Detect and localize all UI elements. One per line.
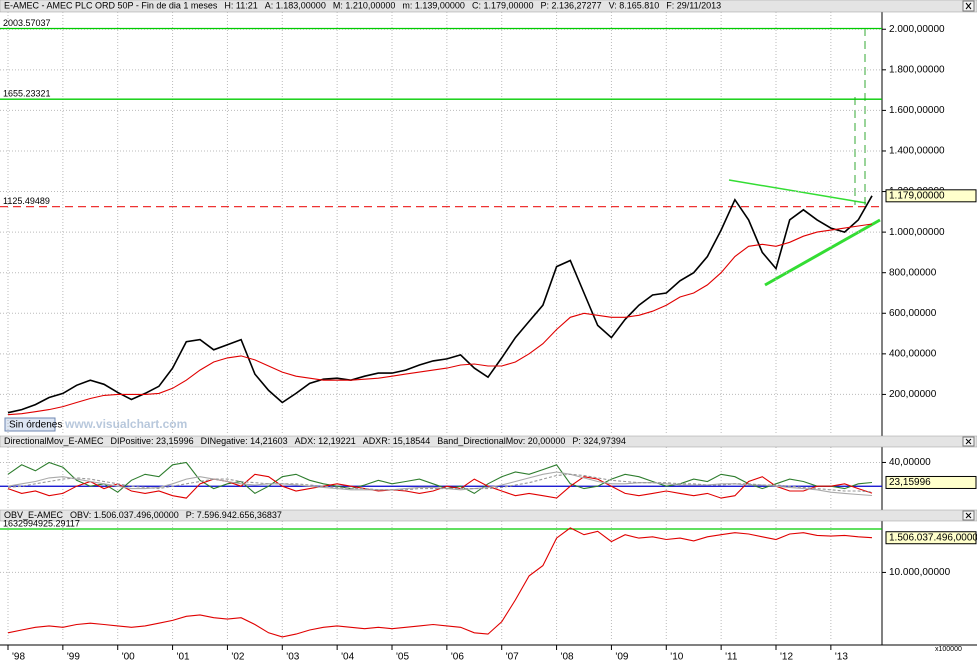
header-item: DirectionalMov_E-AMEC: [4, 436, 104, 446]
y-tick-label: 1.800,00000: [889, 64, 945, 75]
x-tick-label: '10: [670, 652, 683, 663]
header-item: OBV: 1.506.037.496,00000: [70, 510, 179, 520]
x-tick-label: '07: [506, 652, 519, 663]
header-item: M: 1.210,00000: [333, 0, 396, 10]
last-value-label: 1.179,00000: [889, 190, 945, 201]
trendline: [728, 179, 867, 204]
header-item: P: 7.596.942.656,36837: [186, 510, 282, 520]
x-tick-label: '02: [231, 652, 244, 663]
header-item: H: 11:21: [224, 0, 257, 10]
header-item: ADXR: 15,18544: [363, 436, 431, 446]
panel-header: [0, 0, 977, 13]
last-value-label: 23,15996: [889, 477, 931, 488]
panel-header: [0, 509, 977, 522]
close-icon: [965, 438, 972, 445]
header-item: m: 1.139,00000: [402, 0, 465, 10]
header-item: E-AMEC - AMEC PLC ORD 50P - Fin de dia 1…: [4, 0, 218, 10]
y-tick-label: 1.600,00000: [889, 105, 945, 116]
y-tick-label: 400,00000: [889, 348, 937, 359]
y-tick-label: 40,00000: [889, 457, 931, 468]
header-item: OBV_E-AMEC: [4, 510, 64, 520]
x-tick-label: '05: [396, 652, 409, 663]
y-tick-label: 200,00000: [889, 389, 937, 400]
y-tick-label: 800,00000: [889, 267, 937, 278]
series-line: [7, 473, 873, 493]
level-label: 1125.49489: [3, 196, 50, 206]
last-value-label: 1.506.037.496,0000: [889, 532, 977, 543]
orders-button[interactable]: [4, 417, 56, 432]
x-tick-label: '03: [286, 652, 299, 663]
series-line: [7, 195, 873, 414]
header-item: V: 8.165.810: [609, 0, 660, 10]
header-item: C: 1.179,00000: [472, 0, 534, 10]
header-item: P: 2.136,27277: [541, 0, 602, 10]
x-tick-label: '01: [177, 652, 190, 663]
header-item: DIPositive: 23,15996: [111, 436, 194, 446]
level-label: 1655.23321: [3, 89, 51, 99]
x-tick-label: '06: [451, 652, 464, 663]
y-tick-label: 600,00000: [889, 308, 937, 319]
series-line: [7, 461, 873, 495]
x-tick-label: '08: [561, 652, 574, 663]
y-tick-label: 2.000,00000: [889, 24, 945, 35]
watermark: www.visualchart.com: [64, 417, 187, 431]
x-tick-label: '99: [67, 652, 80, 663]
x-tick-label: '13: [835, 652, 848, 663]
close-icon: [965, 512, 972, 519]
x-tick-label: '98: [12, 652, 25, 663]
header-item: Band_DirectionalMov: 20,00000: [437, 436, 565, 446]
last-value-box: [885, 475, 977, 489]
y-tick-label: 1.400,00000: [889, 146, 945, 157]
orders-button-label: Sin órdenes: [9, 420, 62, 431]
header-item: F: 29/11/2013: [666, 0, 721, 10]
header-item: DINegative: 14,21603: [201, 436, 288, 446]
last-value-box: [885, 531, 977, 545]
series-line: [7, 473, 873, 499]
panel-header: [0, 435, 977, 448]
x-tick-label: '04: [341, 652, 354, 663]
last-value-box: [885, 189, 977, 203]
x-tick-label: '09: [615, 652, 628, 663]
level-label: 2003.57037: [3, 18, 51, 28]
header-item: A: 1.183,00000: [265, 0, 326, 10]
multiplier: x100000: [935, 646, 962, 653]
y-tick-label: 10.000,00000: [889, 567, 951, 578]
close-icon: [965, 2, 972, 10]
trendline: [764, 218, 881, 287]
x-tick-label: '12: [780, 652, 793, 663]
level-label: 1632994925.29117: [3, 518, 80, 528]
y-tick-label: 1.000,00000: [889, 227, 945, 238]
x-tick-label: '00: [122, 652, 135, 663]
series-line: [7, 527, 873, 638]
header-item: P: 324,97394: [572, 436, 626, 446]
series-line: [7, 223, 873, 416]
header-item: ADX: 12,19221: [295, 436, 356, 446]
x-tick-label: '11: [725, 652, 738, 663]
